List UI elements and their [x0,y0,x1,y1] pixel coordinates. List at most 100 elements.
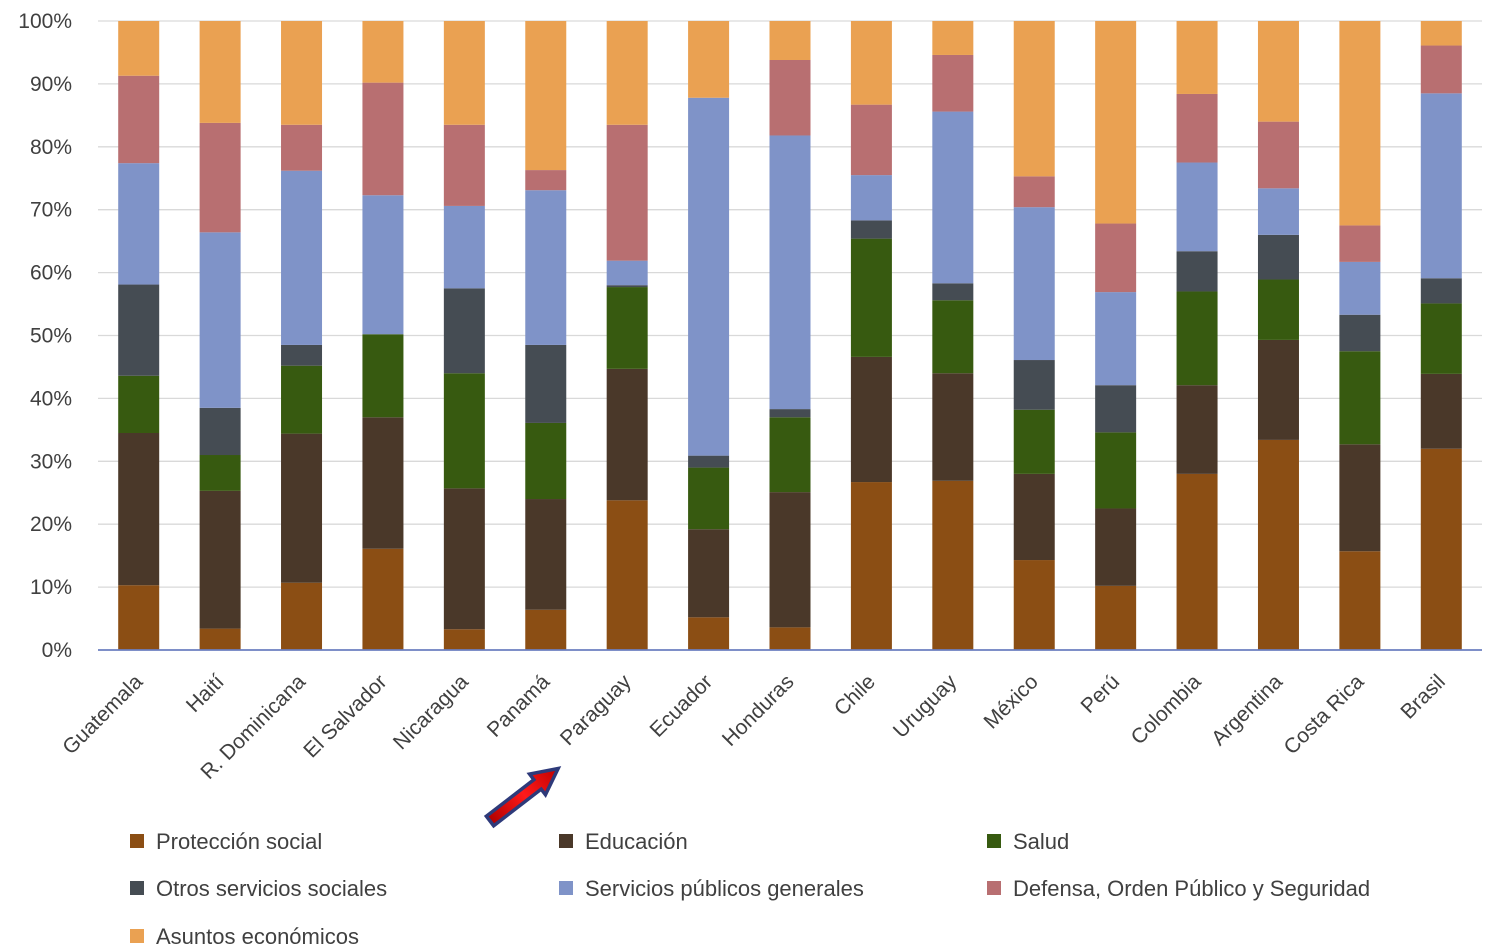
bar-asuntos-economicos [1257,21,1299,122]
bar-proteccion-social [443,629,485,650]
bar-asuntos-economicos [1176,21,1218,94]
bar-asuntos-economicos [769,21,811,60]
bar-salud [199,455,241,491]
legend-item-salud: Salud [987,829,1069,854]
bar-asuntos-economicos [199,21,241,123]
bar-defensa-orden-publico-y-seguridad [525,170,567,191]
bars [118,21,1462,650]
x-tick-label: Honduras [718,670,799,751]
bar-educacion [1420,373,1462,449]
bar-defensa-orden-publico-y-seguridad [118,75,160,164]
y-tick-label: 40% [30,387,72,410]
legend-label: Asuntos económicos [156,924,359,949]
legend-label: Salud [1013,829,1069,854]
bar-group-nicaragua [443,21,485,650]
bar-educacion [850,356,892,483]
bar-defensa-orden-publico-y-seguridad [1176,93,1218,163]
bar-educacion [199,490,241,629]
bar-salud [688,467,730,530]
bar-salud [443,373,485,489]
bar-group-chile [850,21,892,650]
bar-servicios-publicos-generales [443,205,485,289]
legend-swatch [559,834,573,848]
bar-defensa-orden-publico-y-seguridad [281,124,323,171]
bar-proteccion-social [769,627,811,650]
bar-group-panama [525,21,567,650]
x-tick-label: Uruguay [889,670,962,743]
bar-otros-servicios-sociales [281,344,323,366]
bar-servicios-publicos-generales [118,163,160,285]
legend-item-defensa-orden-publico-y-seguridad: Defensa, Orden Público y Seguridad [987,876,1370,901]
bar-asuntos-economicos [1095,21,1137,224]
bar-asuntos-economicos [281,21,323,125]
bar-educacion [1095,508,1137,586]
bar-otros-servicios-sociales [1013,360,1055,410]
bar-group-haiti [199,21,241,650]
bar-defensa-orden-publico-y-seguridad [1095,223,1137,293]
bar-proteccion-social [1095,585,1137,650]
y-tick-label: 20% [30,513,72,536]
legend-swatch [130,929,144,943]
bar-proteccion-social [688,617,730,650]
bar-educacion [1176,385,1218,474]
y-tick-label: 60% [30,262,72,285]
bar-defensa-orden-publico-y-seguridad [606,124,648,261]
bar-otros-servicios-sociales [932,283,974,301]
bar-asuntos-economicos [606,21,648,125]
legend-item-educacion: Educación [559,829,688,854]
bar-educacion [606,368,648,501]
bar-servicios-publicos-generales [850,175,892,221]
bar-otros-servicios-sociales [1339,314,1381,352]
bar-salud [1257,279,1299,340]
x-tick-label: Colombia [1127,670,1206,749]
bar-salud [1420,303,1462,374]
legend-label: Protección social [156,829,322,854]
legend-swatch [130,881,144,895]
bar-educacion [1257,339,1299,440]
bar-servicios-publicos-generales [1420,93,1462,279]
bar-group-ecuador [688,21,730,650]
bar-proteccion-social [606,500,648,650]
bar-proteccion-social [1339,551,1381,650]
legend: Protección social Educación Salud Otros ser… [130,829,1370,949]
bar-defensa-orden-publico-y-seguridad [850,104,892,176]
legend-label: Educación [585,829,688,854]
x-tick-label: Haití [182,670,229,717]
bar-group-peru [1095,21,1137,650]
bar-proteccion-social [1420,448,1462,650]
x-tick-label: Ecuador [646,670,718,742]
bar-asuntos-economicos [1420,21,1462,46]
bar-otros-servicios-sociales [1095,385,1137,433]
bar-proteccion-social [1176,473,1218,650]
x-tick-label: Guatemala [58,670,147,759]
bar-servicios-publicos-generales [932,111,974,284]
x-tick-label: Paraguay [556,670,636,750]
legend-swatch [130,834,144,848]
bar-servicios-publicos-generales [688,97,730,456]
bar-educacion [281,433,323,583]
bar-educacion [1339,444,1381,552]
y-tick-label: 0% [42,639,72,662]
bar-asuntos-economicos [118,21,160,76]
bar-group-honduras [769,21,811,650]
bar-educacion [688,529,730,618]
bar-proteccion-social [281,582,323,650]
bar-salud [281,365,323,434]
bar-otros-servicios-sociales [118,284,160,376]
bar-group-r-dominicana [281,21,323,650]
bar-otros-servicios-sociales [769,409,811,418]
legend-swatch [559,881,573,895]
bar-servicios-publicos-generales [1013,207,1055,361]
bar-educacion [362,417,404,549]
x-tick-label: Argentina [1207,670,1287,750]
bar-servicios-publicos-generales [1095,292,1137,386]
bar-proteccion-social [525,609,567,650]
bar-salud [606,287,648,369]
bar-servicios-publicos-generales [525,190,567,345]
bar-defensa-orden-publico-y-seguridad [1013,176,1055,208]
bar-proteccion-social [118,585,160,650]
x-tick-label: Brasil [1396,670,1449,723]
x-tick-label: México [979,670,1042,733]
